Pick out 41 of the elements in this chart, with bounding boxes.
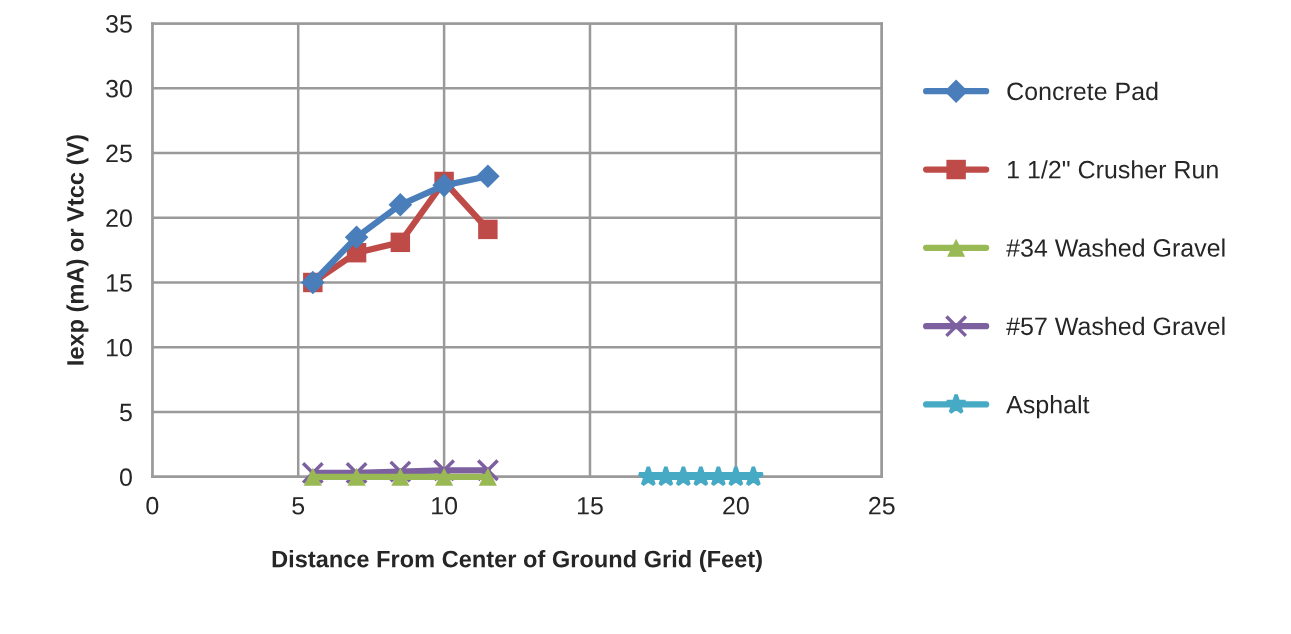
point xyxy=(344,225,369,249)
point xyxy=(391,467,410,486)
point xyxy=(707,465,730,487)
point xyxy=(432,173,456,198)
legend-label: #34 Washed Gravel xyxy=(1006,238,1225,257)
y-tick-label: 5 xyxy=(119,403,132,422)
y-tick-label: 30 xyxy=(106,79,132,98)
point xyxy=(388,193,413,217)
legend-label: Asphalt xyxy=(1006,395,1090,419)
point xyxy=(637,465,660,487)
x-tick-label: 10 xyxy=(432,496,458,515)
point xyxy=(347,467,366,486)
x-tick-label: 0 xyxy=(146,496,159,515)
y-axis-title: Iexp (mA) or Vtcc (V) xyxy=(66,135,89,365)
y-tick-label: 10 xyxy=(107,338,132,357)
point xyxy=(654,465,677,487)
point xyxy=(345,461,369,485)
legend-label: #57 Washed Gravel xyxy=(1006,316,1225,336)
legend-label: Concrete Pad xyxy=(1007,81,1158,101)
point xyxy=(672,465,695,487)
y-tick-label: 20 xyxy=(106,209,132,228)
y-tick-label: 25 xyxy=(106,144,132,163)
point xyxy=(476,164,500,189)
x-tick-label: 5 xyxy=(292,497,305,515)
point xyxy=(689,465,712,487)
point xyxy=(390,232,411,253)
x-tick-label: 25 xyxy=(869,496,895,515)
point xyxy=(435,467,454,486)
point xyxy=(478,467,497,486)
legend-label: 1 1/2" Crusher Run xyxy=(1008,160,1218,179)
y-tick-label: 35 xyxy=(106,15,132,33)
y-tick-label: 15 xyxy=(107,274,132,292)
point xyxy=(303,467,322,486)
x-axis-title: Distance From Center of Ground Grid (Feet) xyxy=(272,550,762,573)
point xyxy=(478,219,498,240)
x-tick-label: 15 xyxy=(577,497,603,515)
point xyxy=(742,465,765,487)
y-tick-label: 0 xyxy=(119,468,132,487)
point xyxy=(301,461,325,485)
x-tick-label: 20 xyxy=(723,496,749,515)
point xyxy=(724,465,747,487)
